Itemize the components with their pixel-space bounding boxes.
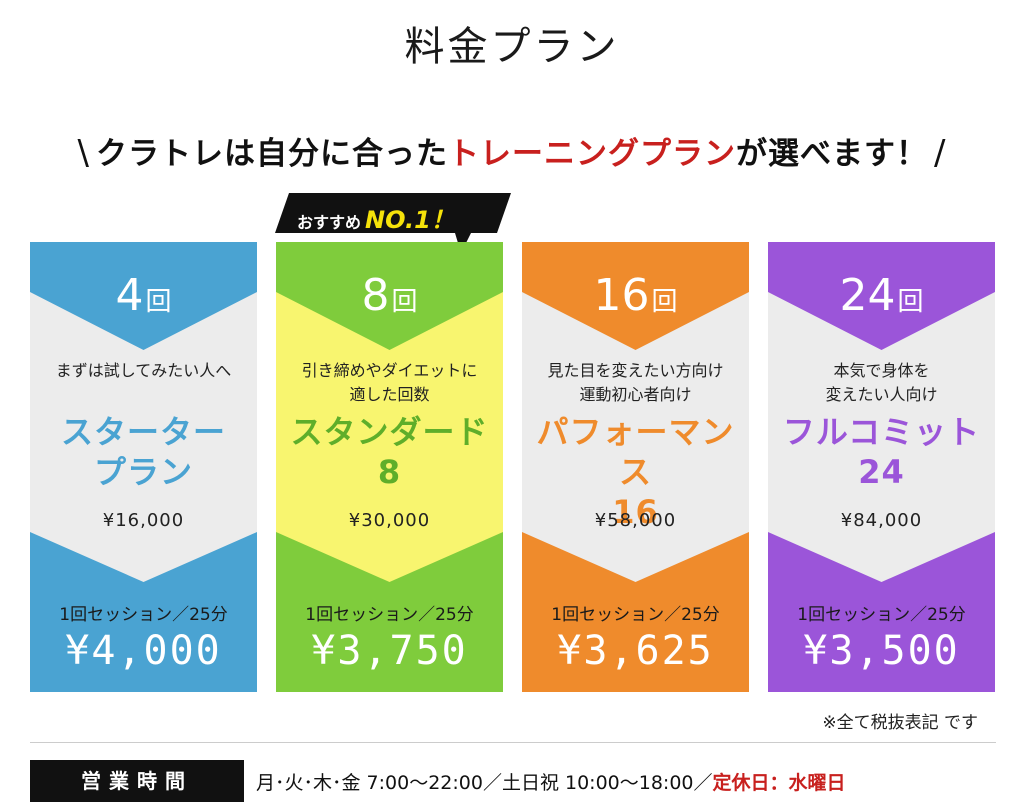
- tagline-pre: クラトレは自分に合った: [96, 136, 448, 172]
- plan-per-session-price: ¥3,625: [557, 628, 714, 674]
- plan-count: 8回: [361, 270, 418, 321]
- plan-per-session-price: ¥3,750: [311, 628, 468, 674]
- plan-total-price: ¥30,000: [348, 510, 431, 531]
- page-title: 料金プラン: [404, 24, 620, 70]
- recommended-badge: おすすめ NO.1！: [275, 193, 511, 253]
- tagline-post: が選べます！: [736, 136, 928, 172]
- plan-total-price: ¥58,000: [594, 510, 677, 531]
- plan-description: 本気で身体を 変えたい人向け: [825, 361, 938, 404]
- plan-session-info: 1回セッション／25分: [551, 605, 720, 625]
- plan-description: 引き締めやダイエットに 適した回数: [301, 361, 478, 404]
- divider: [30, 742, 996, 743]
- plan-description: まずは試してみたい人へ: [55, 361, 232, 380]
- plan-card-background: [276, 242, 503, 692]
- business-hours-schedule: 月･火･木･金 7:00〜22:00／土日祝 10:00〜18:00／: [256, 772, 713, 794]
- plan-per-session-price: ¥3,500: [803, 628, 960, 674]
- plan-card-standard[interactable]: 8回 引き締めやダイエットに 適した回数 スタンダード 8 ¥30,000 1回セッ…: [276, 242, 503, 692]
- plan-name: パフォーマンス 16: [536, 413, 735, 531]
- badge-shape: [275, 193, 511, 253]
- tax-note: ※全て税抜表記 です: [822, 713, 978, 733]
- plan-name: スタンダード 8: [290, 413, 489, 491]
- plan-card-performance[interactable]: 16回 見た目を変えたい方向け 運動初心者向け パフォーマンス 16 ¥58,000…: [522, 242, 749, 692]
- plan-per-session-price: ¥4,000: [65, 628, 222, 674]
- plan-session-info: 1回セッション／25分: [59, 605, 228, 625]
- plan-count: 4回: [115, 270, 172, 321]
- tagline-accent: トレーニングプラン: [448, 136, 736, 172]
- plan-count: 16回: [593, 270, 678, 321]
- plan-card-background: [30, 242, 257, 692]
- plan-count: 24回: [839, 270, 924, 321]
- closed-day: 定休日：水曜日: [712, 772, 846, 794]
- business-hours-text: 月･火･木･金 7:00〜22:00／土日祝 10:00〜18:00／定休日：水…: [256, 768, 846, 795]
- business-hours-label: 営業時間: [30, 760, 244, 802]
- plan-card-fullcommit[interactable]: 24回 本気で身体を 変えたい人向け フルコミット 24 ¥84,000 1回セッシ…: [768, 242, 995, 692]
- plan-session-info: 1回セッション／25分: [305, 605, 474, 625]
- badge-highlight: NO.1！: [365, 206, 455, 234]
- plan-session-info: 1回セッション／25分: [797, 605, 966, 625]
- badge-text: おすすめ NO.1！: [297, 200, 507, 235]
- plan-name: フルコミット 24: [782, 413, 981, 491]
- plan-total-price: ¥84,000: [840, 510, 923, 531]
- tagline-slash-right: /: [934, 133, 947, 173]
- plan-card-starter[interactable]: 4回 まずは試してみたい人へ スターター プラン ¥16,000 1回セッション／…: [30, 242, 257, 692]
- plan-card-background: [768, 242, 995, 692]
- plan-total-price: ¥16,000: [102, 510, 185, 531]
- plan-name: スターター プラン: [60, 413, 226, 491]
- tagline-slash-left: \: [77, 133, 90, 173]
- tagline: \ クラトレは自分に合ったトレーニングプランが選べます！ /: [0, 128, 1024, 173]
- plan-description: 見た目を変えたい方向け 運動初心者向け: [547, 361, 724, 404]
- badge-label: おすすめ: [297, 213, 362, 232]
- plan-card-background: [522, 242, 749, 692]
